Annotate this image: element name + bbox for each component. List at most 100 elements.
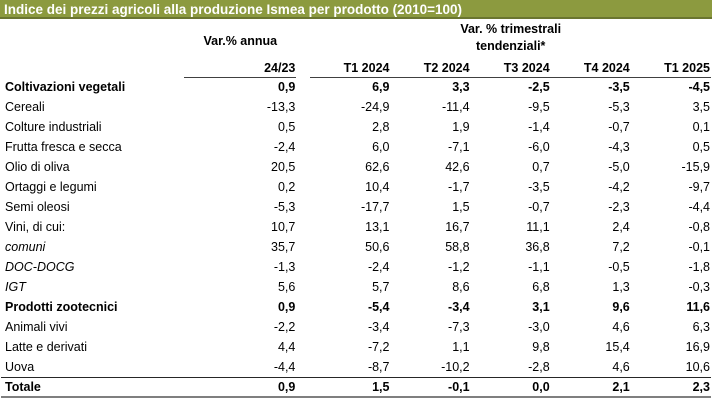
group-header-quarterly: Var. % trimestrali tendenziali* bbox=[310, 19, 711, 56]
value-cell: -2,3 bbox=[608, 200, 630, 214]
row-label: Vini, di cui: bbox=[5, 220, 66, 234]
value-cell: -10,2 bbox=[441, 359, 470, 374]
value-cell: -9,7 bbox=[688, 180, 710, 194]
column-header-t3-2024: T3 2024 bbox=[470, 56, 551, 78]
value-cell: 3,5 bbox=[692, 100, 710, 114]
value-cell: -0,7 bbox=[528, 200, 550, 214]
value-cell: -0,1 bbox=[390, 376, 471, 397]
row-label: Ortaggi e legumi bbox=[5, 180, 97, 194]
value-cell: -4,3 bbox=[608, 140, 630, 154]
value-cell: -3,5 bbox=[608, 80, 630, 95]
row-label: Coltivazioni vegetali bbox=[5, 80, 126, 94]
value-cell: -2,5 bbox=[528, 80, 550, 95]
column-header-annual: 24/23 bbox=[184, 56, 297, 78]
spacer-cell bbox=[296, 177, 310, 197]
value-cell: -5,3 bbox=[273, 200, 296, 214]
spacer-cell bbox=[296, 357, 310, 377]
row-label: Uova bbox=[5, 359, 35, 374]
table-row: DOC-DOCG -1,3 -2,4 -1,2 -1,1 -0,5 -1,8 bbox=[1, 257, 711, 277]
value-cell: 62,6 bbox=[365, 160, 390, 174]
table-row: Totale 0,9 1,5 -0,1 0,0 2,1 2,3 bbox=[1, 376, 711, 397]
value-cell: -24,9 bbox=[360, 100, 390, 114]
value-cell: -5,4 bbox=[367, 300, 390, 314]
value-cell: -1,4 bbox=[528, 120, 550, 134]
value-cell: -0,1 bbox=[688, 240, 710, 254]
spacer-cell bbox=[296, 197, 310, 217]
value-cell: -1,2 bbox=[448, 260, 470, 274]
value-cell: -3,5 bbox=[528, 180, 550, 194]
value-cell: 3,3 bbox=[452, 80, 470, 95]
table-row: Semi oleosi -5,3 -17,7 1,5 -0,7 -2,3 -4,… bbox=[1, 197, 711, 217]
spacer-cell bbox=[296, 337, 310, 357]
value-cell: 2,3 bbox=[630, 376, 711, 397]
value-cell: 4,4 bbox=[277, 340, 296, 354]
value-cell: -2,4 bbox=[367, 260, 390, 274]
value-cell: 0,0 bbox=[470, 376, 551, 397]
value-cell: -15,9 bbox=[681, 160, 711, 174]
value-cell: 6,8 bbox=[532, 280, 550, 294]
group-header-quarterly-line1: Var. % trimestrali bbox=[460, 21, 562, 36]
value-cell: 16,7 bbox=[445, 220, 470, 234]
value-cell: 9,6 bbox=[612, 300, 630, 314]
row-label: DOC-DOCG bbox=[5, 260, 75, 274]
spacer-cell bbox=[296, 77, 310, 97]
group-header-quarterly-line2: tendenziali* bbox=[475, 38, 546, 53]
table-row: Cereali -13,3 -24,9 -11,4 -9,5 -5,3 3,5 bbox=[1, 97, 711, 117]
spacer-cell bbox=[296, 97, 310, 117]
spacer-cell bbox=[296, 137, 310, 157]
value-cell: 35,7 bbox=[271, 240, 296, 254]
value-cell: 6,0 bbox=[372, 140, 390, 154]
value-cell: 6,3 bbox=[692, 320, 710, 334]
value-cell: -5,0 bbox=[608, 160, 630, 174]
value-cell: 4,6 bbox=[612, 320, 630, 334]
row-label: Animali vivi bbox=[5, 320, 68, 334]
value-cell: 0,9 bbox=[277, 300, 296, 314]
spacer-cell bbox=[296, 376, 311, 397]
spacer-cell bbox=[296, 257, 310, 277]
corner-cell bbox=[1, 56, 184, 77]
value-cell: 10,7 bbox=[271, 220, 296, 234]
value-cell: 7,2 bbox=[612, 240, 630, 254]
price-index-table: Var.% annua Var. % trimestrali tendenzia… bbox=[1, 19, 711, 398]
value-cell: -0,5 bbox=[608, 260, 630, 274]
table-row: IGT 5,6 5,7 8,6 6,8 1,3 -0,3 bbox=[1, 277, 711, 297]
spacer-cell bbox=[296, 317, 310, 337]
value-cell: -3,0 bbox=[528, 320, 550, 334]
value-cell: -2,4 bbox=[273, 140, 296, 154]
value-cell: -7,1 bbox=[448, 140, 470, 154]
row-label: comuni bbox=[5, 240, 46, 254]
table-header: Var.% annua Var. % trimestrali tendenzia… bbox=[1, 19, 711, 78]
table-row: Olio di oliva 20,5 62,6 42,6 0,7 -5,0 -1… bbox=[1, 157, 711, 177]
corner-cell bbox=[1, 19, 184, 56]
value-cell: 36,8 bbox=[525, 240, 550, 254]
value-cell: 42,6 bbox=[445, 160, 470, 174]
value-cell: 20,5 bbox=[271, 160, 296, 174]
value-cell: -6,0 bbox=[528, 140, 550, 154]
spacer-cell bbox=[296, 217, 310, 237]
spacer-cell bbox=[296, 117, 310, 137]
value-cell: -9,5 bbox=[528, 100, 550, 114]
spacer-cell bbox=[296, 19, 310, 56]
value-cell: 0,2 bbox=[277, 180, 296, 194]
value-cell: 16,9 bbox=[685, 340, 710, 354]
value-cell: -11,4 bbox=[442, 100, 470, 114]
column-header-t4-2024: T4 2024 bbox=[550, 56, 631, 78]
value-cell: 11,6 bbox=[686, 300, 710, 314]
row-label: Semi oleosi bbox=[5, 200, 70, 214]
value-cell: 15,4 bbox=[605, 340, 630, 354]
value-cell: 8,6 bbox=[452, 280, 470, 294]
value-cell: 0,9 bbox=[184, 376, 297, 397]
table-row: Frutta fresca e secca -2,4 6,0 -7,1 -6,0… bbox=[1, 137, 711, 157]
value-cell: 0,9 bbox=[277, 80, 296, 95]
table-row: Vini, di cui: 10,7 13,1 16,7 11,1 2,4 -0… bbox=[1, 217, 711, 237]
value-cell: -1,1 bbox=[528, 260, 550, 274]
row-label: Latte e derivati bbox=[5, 340, 87, 354]
value-cell: 1,3 bbox=[612, 280, 630, 294]
row-label: Colture industriali bbox=[5, 120, 102, 134]
spacer-cell bbox=[296, 297, 310, 317]
row-label: Cereali bbox=[5, 100, 45, 114]
page-title: Indice dei prezzi agricoli alla produzio… bbox=[4, 2, 462, 17]
table-row: Colture industriali 0,5 2,8 1,9 -1,4 -0,… bbox=[1, 117, 711, 137]
value-cell: -7,3 bbox=[448, 320, 470, 334]
